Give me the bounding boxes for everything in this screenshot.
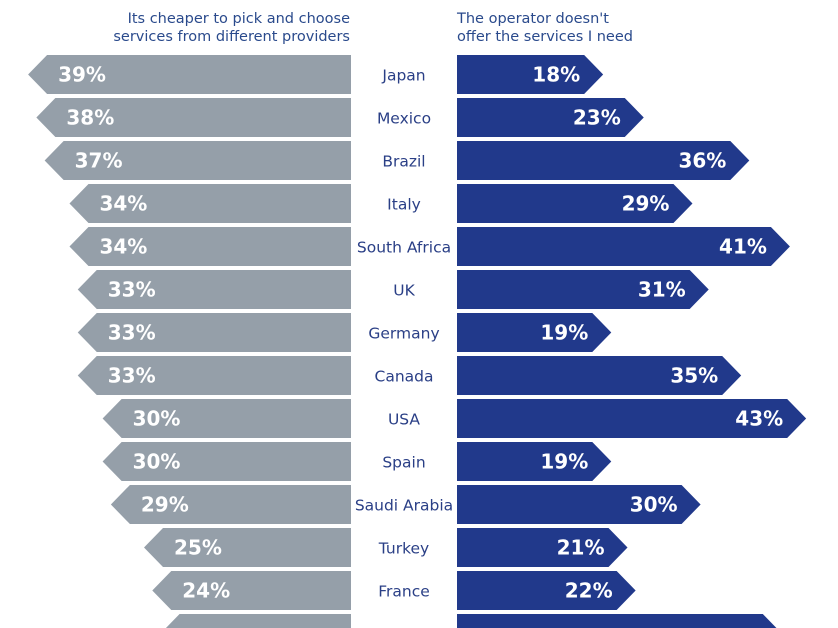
left-bar-mexico: [36, 98, 352, 137]
right-series-header: The operator doesn't offer the services …: [457, 10, 633, 46]
country-label-spain: Spain: [382, 454, 425, 472]
right-bar-saudi-arabia: [457, 485, 701, 524]
right-bar-label-turkey: 21%: [557, 536, 605, 560]
left-bar-label-saudi-arabia: 29%: [141, 493, 189, 517]
right-bar-row-14: [457, 614, 777, 628]
country-label-italy: Italy: [387, 196, 421, 214]
country-label-canada: Canada: [375, 368, 434, 386]
right-bar-label-japan: 18%: [532, 63, 580, 87]
left-bar-label-mexico: 38%: [66, 106, 114, 130]
right-bar-south-africa: [457, 227, 790, 266]
right-bar-uk: [457, 270, 709, 309]
country-label-brazil: Brazil: [382, 153, 425, 171]
right-bar-japan: [457, 55, 604, 94]
left-bar-brazil: [44, 141, 351, 180]
left-series-header: Its cheaper to pick and choose services …: [113, 10, 350, 46]
right-bar-usa: [457, 399, 807, 438]
left-bar-south-africa: [69, 227, 351, 266]
left-bar-canada: [77, 356, 351, 395]
right-bar-italy: [457, 184, 693, 223]
country-label-south-africa: South Africa: [357, 239, 451, 257]
left-bar-label-uk: 33%: [108, 278, 156, 302]
right-bar-germany: [457, 313, 612, 352]
right-bar-label-germany: 19%: [540, 321, 588, 345]
left-header-line-1: Its cheaper to pick and choose: [127, 11, 350, 27]
right-bar-label-uk: 31%: [638, 278, 686, 302]
left-bar-label-usa: 30%: [133, 407, 181, 431]
left-bar-italy: [69, 184, 351, 223]
left-bar-turkey: [144, 528, 351, 567]
right-bar-turkey: [457, 528, 628, 567]
left-bar-france: [152, 571, 351, 610]
right-bar-spain: [457, 442, 612, 481]
left-bar-label-japan: 39%: [58, 63, 106, 87]
right-bar-label-france: 22%: [565, 579, 613, 603]
country-label-uk: UK: [393, 282, 415, 300]
right-bar-label-saudi-arabia: 30%: [630, 493, 678, 517]
country-label-mexico: Mexico: [377, 110, 431, 128]
right-bar-mexico: [457, 98, 644, 137]
left-bar-label-turkey: 25%: [174, 536, 222, 560]
right-bar-canada: [457, 356, 742, 395]
left-bar-label-france: 24%: [182, 579, 230, 603]
left-bar-label-brazil: 37%: [75, 149, 123, 173]
country-label-turkey: Turkey: [378, 540, 429, 558]
right-header-line-1: The operator doesn't: [457, 11, 609, 27]
country-label-germany: Germany: [368, 325, 439, 343]
right-bar-label-italy: 29%: [622, 192, 670, 216]
left-bar-label-italy: 34%: [99, 192, 147, 216]
left-bar-usa: [102, 399, 351, 438]
country-label-saudi-arabia: Saudi Arabia: [355, 497, 453, 515]
left-bar-row-14: [165, 614, 351, 628]
right-bar-label-usa: 43%: [735, 407, 783, 431]
right-bar-france: [457, 571, 636, 610]
right-bar-label-brazil: 36%: [678, 149, 726, 173]
left-bar-label-canada: 33%: [108, 364, 156, 388]
left-bar-label-spain: 30%: [133, 450, 181, 474]
right-bar-label-spain: 19%: [540, 450, 588, 474]
left-bar-label-germany: 33%: [108, 321, 156, 345]
right-bar-brazil: [457, 141, 750, 180]
country-label-japan: Japan: [381, 67, 425, 85]
right-bar-label-mexico: 23%: [573, 106, 621, 130]
right-header-line-2: offer the services I need: [457, 29, 633, 45]
country-label-france: France: [378, 583, 430, 601]
left-bar-uk: [77, 270, 351, 309]
left-bar-saudi-arabia: [110, 485, 351, 524]
left-bar-spain: [102, 442, 351, 481]
right-bar-label-canada: 35%: [670, 364, 718, 388]
left-header-line-2: services from different providers: [113, 29, 350, 45]
left-bar-label-south-africa: 34%: [99, 235, 147, 259]
right-bar-label-south-africa: 41%: [719, 235, 767, 259]
left-bar-germany: [77, 313, 351, 352]
country-label-usa: USA: [388, 411, 420, 429]
left-bar-japan: [28, 55, 352, 94]
